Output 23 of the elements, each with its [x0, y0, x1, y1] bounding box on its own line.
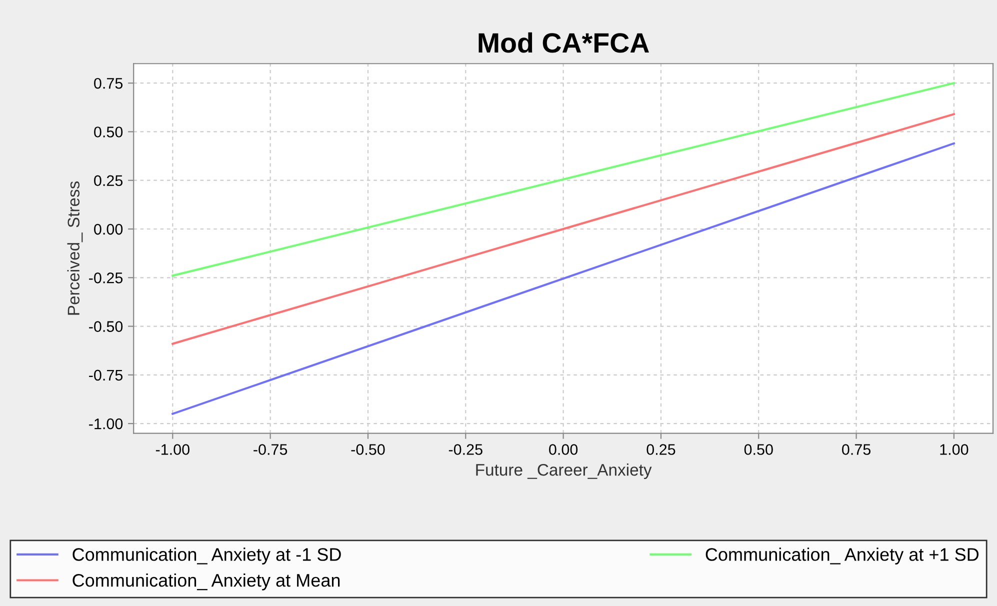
x-axis-title: Future _Career_Anxiety: [476, 464, 652, 480]
x-tick-label: 0.75: [842, 444, 871, 455]
y-tick-label: 0.50: [94, 126, 123, 138]
x-tick-label: -1.00: [156, 444, 190, 455]
legend-label: Communication_ Anxiety at +1 SD: [706, 548, 979, 564]
chart-title: Mod CA*FCA: [478, 32, 649, 53]
x-tick-label: 0.25: [646, 444, 676, 455]
y-tick-label: 0.75: [94, 78, 123, 89]
y-tick-label: -1.00: [89, 418, 123, 430]
x-tick-label: 1.00: [940, 444, 968, 455]
x-tick-label: 0.50: [744, 444, 773, 455]
legend-label: Communication_ Anxiety at -1 SD: [72, 548, 341, 564]
y-tick-label: -0.75: [89, 370, 123, 381]
x-tick-label: -0.50: [351, 444, 385, 455]
legend-label: Communication_ Anxiety at Mean: [72, 574, 340, 590]
y-tick-label: 0.25: [94, 175, 123, 186]
y-tick-label: -0.50: [89, 321, 123, 332]
x-tick-label: 0.00: [549, 444, 578, 455]
y-tick-label: 0.00: [94, 224, 123, 235]
x-tick-label: -0.25: [448, 444, 482, 455]
x-tick-label: -0.75: [254, 444, 288, 455]
y-tick-label: -0.25: [89, 272, 123, 284]
y-axis-title: Perceived_ Stress: [67, 181, 83, 315]
